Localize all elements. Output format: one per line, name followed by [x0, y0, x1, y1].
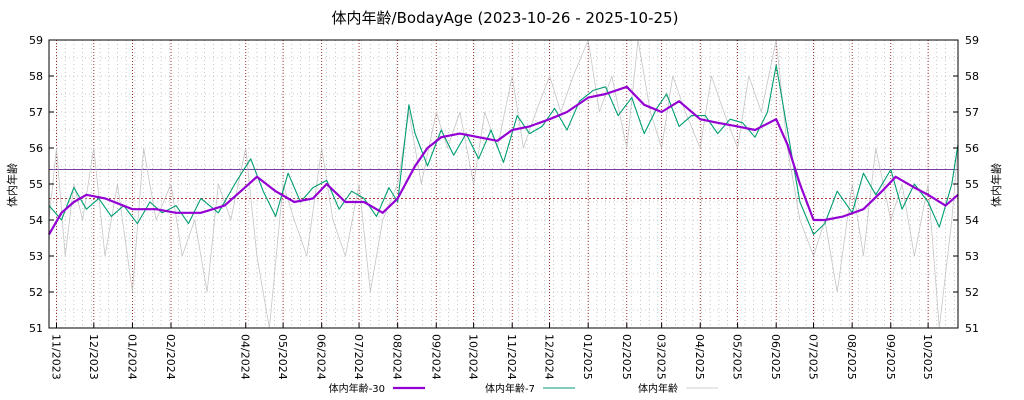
- x-tick-label: 12/2023: [87, 334, 100, 380]
- x-tick-label: 10/2025: [921, 334, 934, 380]
- x-tick-label: 04/2025: [693, 334, 706, 380]
- x-tick-label: 07/2024: [352, 334, 365, 380]
- legend-label-raw: 体内年齢: [638, 382, 678, 395]
- x-tick-label: 01/2025: [581, 334, 594, 380]
- y-tick-label-left: 55: [29, 178, 43, 191]
- y-axis-label-right: 体内年齢: [989, 163, 1003, 207]
- y-tick-label-right: 54: [965, 214, 979, 227]
- x-tick-label: 02/2025: [620, 334, 633, 380]
- y-tick-label-right: 52: [965, 286, 979, 299]
- series-line-raw: [48, 39, 959, 329]
- tick-layer: 51 51 52 52 53 53 54 54 55 55 56 56 57 57 58 58 59 59 11/2…: [29, 34, 979, 380]
- x-tick-label: 11/2023: [50, 334, 63, 380]
- y-tick-label-right: 56: [965, 142, 979, 155]
- x-tick-label: 12/2024: [543, 334, 556, 380]
- x-tick-label: 07/2025: [807, 334, 820, 380]
- legend-label-ma7: 体内年齢-7: [485, 382, 535, 395]
- y-tick-label-right: 53: [965, 250, 979, 263]
- y-tick-label-right: 59: [965, 34, 979, 47]
- x-tick-label: 05/2024: [276, 334, 289, 380]
- legend: 体内年齢-30 体内年齢-7 体内年齢: [329, 382, 718, 395]
- y-tick-label-right: 57: [965, 106, 979, 119]
- y-tick-label-left: 52: [29, 286, 43, 299]
- x-tick-label: 04/2024: [239, 334, 252, 380]
- y-tick-label-left: 56: [29, 142, 43, 155]
- x-tick-label: 01/2024: [125, 334, 138, 380]
- y-tick-label-right: 58: [965, 70, 979, 83]
- chart-title: 体内年齢/BodayAge (2023-10-26 - 2025-10-25): [332, 9, 679, 27]
- y-tick-label-right: 55: [965, 178, 979, 191]
- y-tick-label-left: 53: [29, 250, 43, 263]
- x-tick-label: 10/2024: [467, 334, 480, 380]
- x-tick-label: 09/2025: [884, 334, 897, 380]
- y-tick-label-left: 51: [29, 322, 43, 335]
- series-line-ma7: [48, 64, 959, 235]
- x-tick-label: 02/2024: [164, 334, 177, 380]
- x-tick-label: 06/2024: [315, 334, 328, 380]
- y-axis-label-left: 体内年齢: [5, 163, 19, 207]
- y-tick-label-left: 58: [29, 70, 43, 83]
- y-tick-label-left: 54: [29, 214, 43, 227]
- y-tick-label-right: 51: [965, 322, 979, 335]
- x-tick-label: 09/2024: [429, 334, 442, 380]
- y-tick-label-left: 57: [29, 106, 43, 119]
- series-layer: [48, 39, 959, 329]
- x-tick-label: 06/2025: [769, 334, 782, 380]
- legend-label-ma30: 体内年齢-30: [329, 382, 385, 395]
- x-tick-label: 05/2025: [731, 334, 744, 380]
- grid-layer: [49, 40, 958, 328]
- plot-frame: [48, 39, 959, 329]
- y-tick-label-left: 59: [29, 34, 43, 47]
- x-tick-label: 11/2024: [505, 334, 518, 380]
- x-tick-label: 08/2025: [845, 334, 858, 380]
- x-tick-label: 03/2025: [655, 334, 668, 380]
- series-line-ma30: [48, 85, 959, 235]
- x-tick-label: 08/2024: [391, 334, 404, 380]
